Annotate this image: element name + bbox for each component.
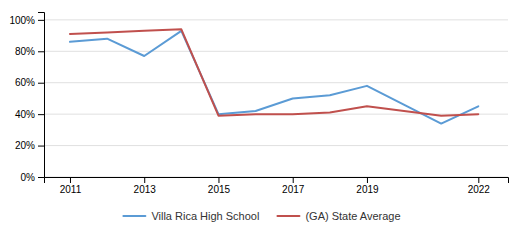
y-tick: 0%	[21, 172, 44, 183]
legend-label: Villa Rica High School	[151, 210, 259, 222]
x-tick: 2019	[356, 177, 379, 195]
y-tick-mark	[38, 51, 44, 52]
chart: 0%20%40%60%80%100%2011201320152017201920…	[0, 0, 524, 229]
y-tick: 20%	[15, 140, 44, 151]
x-tick-mark	[367, 177, 368, 183]
series-line	[70, 29, 478, 115]
legend-item: (GA) State Average	[277, 210, 400, 222]
x-tick-mark	[478, 177, 479, 183]
x-tick: 2015	[208, 177, 231, 195]
legend-item: Villa Rica High School	[123, 210, 259, 222]
y-tick-label: 0%	[21, 172, 36, 183]
y-tick-label: 40%	[15, 109, 35, 120]
y-axis-line	[38, 13, 45, 178]
x-tick-mark	[70, 177, 71, 183]
legend-swatch	[277, 215, 299, 217]
y-tick-mark	[38, 20, 44, 21]
y-tick-mark	[38, 146, 44, 147]
x-tick-label: 2013	[134, 184, 157, 195]
y-tick-mark	[38, 177, 44, 178]
y-tick-label: 100%	[9, 15, 35, 26]
y-tick: 80%	[15, 46, 44, 57]
grid	[44, 20, 508, 177]
x-tick-label: 2011	[60, 184, 82, 195]
y-tick-mark	[38, 83, 44, 84]
x-tick: 2011	[60, 177, 82, 195]
x-tick-mark	[144, 177, 145, 183]
x-tick-label: 2015	[208, 184, 231, 195]
series-line	[70, 31, 478, 124]
x-tick: 2022	[468, 177, 491, 195]
legend-swatch	[123, 215, 145, 217]
x-tick-label: 2019	[356, 184, 379, 195]
x-tick-mark	[293, 177, 294, 183]
y-axis: 0% 20% 40% 60% 80% 100%	[9, 13, 44, 183]
legend: Villa Rica High School (GA) State Average	[123, 210, 400, 222]
grid-line	[44, 145, 508, 146]
x-tick: 2013	[134, 177, 157, 195]
y-tick: 100%	[9, 15, 44, 26]
grid-line	[44, 51, 508, 52]
x-tick: 2017	[282, 177, 305, 195]
x-axis: 2011 2013 2015 2017 2019 2022	[45, 177, 509, 195]
y-tick: 40%	[15, 109, 44, 120]
y-tick-label: 60%	[15, 77, 35, 88]
x-tick-mark	[218, 177, 219, 183]
x-tick-label: 2022	[468, 184, 491, 195]
y-tick-label: 20%	[15, 140, 35, 151]
y-tick: 60%	[15, 77, 44, 88]
x-axis-line	[45, 178, 509, 184]
x-tick-label: 2017	[282, 184, 305, 195]
y-tick-mark	[38, 114, 44, 115]
grid-line	[44, 19, 508, 20]
grid-line	[44, 82, 508, 83]
y-tick-label: 80%	[15, 46, 35, 57]
plot-area	[70, 29, 478, 123]
legend-label: (GA) State Average	[305, 210, 400, 222]
